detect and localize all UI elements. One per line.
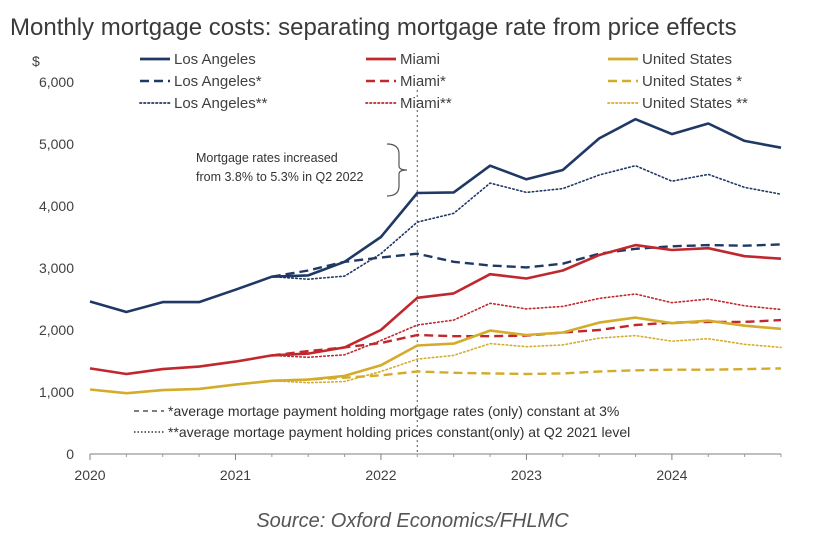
series-line xyxy=(271,293,782,359)
legend-label: Miami* xyxy=(400,73,446,90)
x-tick-label: 2020 xyxy=(74,467,105,483)
series-line xyxy=(271,164,782,280)
series-line xyxy=(271,318,782,357)
x-tick-label: 2023 xyxy=(511,467,542,483)
footnote-text: **average mortage payment holding prices… xyxy=(168,424,630,440)
y-tick-label: 6,000 xyxy=(39,74,74,90)
legend-label: Los Angeles** xyxy=(174,95,268,112)
annotation-brace xyxy=(386,143,408,197)
legend-label: Miami xyxy=(400,51,440,68)
x-tick-label: 2024 xyxy=(656,467,687,483)
series-line xyxy=(89,316,782,395)
series-line xyxy=(89,117,782,314)
x-tick-label: 2021 xyxy=(220,467,251,483)
series-line xyxy=(271,367,782,382)
legend-label: United States xyxy=(642,51,732,68)
y-tick-label: 2,000 xyxy=(39,322,74,338)
y-axis-label: $ xyxy=(32,53,40,69)
legend-label: United States ** xyxy=(642,95,748,112)
x-tick-label: 2022 xyxy=(365,467,396,483)
legend-label: Los Angeles xyxy=(174,51,256,68)
series-line xyxy=(89,243,782,376)
legend-label: Los Angeles* xyxy=(174,73,262,90)
annotation-text: from 3.8% to 5.3% in Q2 2022 xyxy=(196,170,364,184)
annotation-text: Mortgage rates increased xyxy=(196,151,338,165)
y-tick-label: 3,000 xyxy=(39,260,74,276)
y-tick-label: 1,000 xyxy=(39,384,74,400)
y-tick-label: 0 xyxy=(66,446,74,462)
legend-label: United States * xyxy=(642,73,742,90)
series-line xyxy=(271,243,782,278)
chart-title: Monthly mortgage costs: separating mortg… xyxy=(10,14,737,41)
footnote-text: *average mortage payment holding mortgag… xyxy=(168,403,619,419)
y-tick-label: 5,000 xyxy=(39,136,74,152)
series-line xyxy=(271,334,782,384)
y-tick-label: 4,000 xyxy=(39,198,74,214)
source-note: Source: Oxford Economics/FHLMC xyxy=(256,510,569,532)
legend-label: Miami** xyxy=(400,95,452,112)
